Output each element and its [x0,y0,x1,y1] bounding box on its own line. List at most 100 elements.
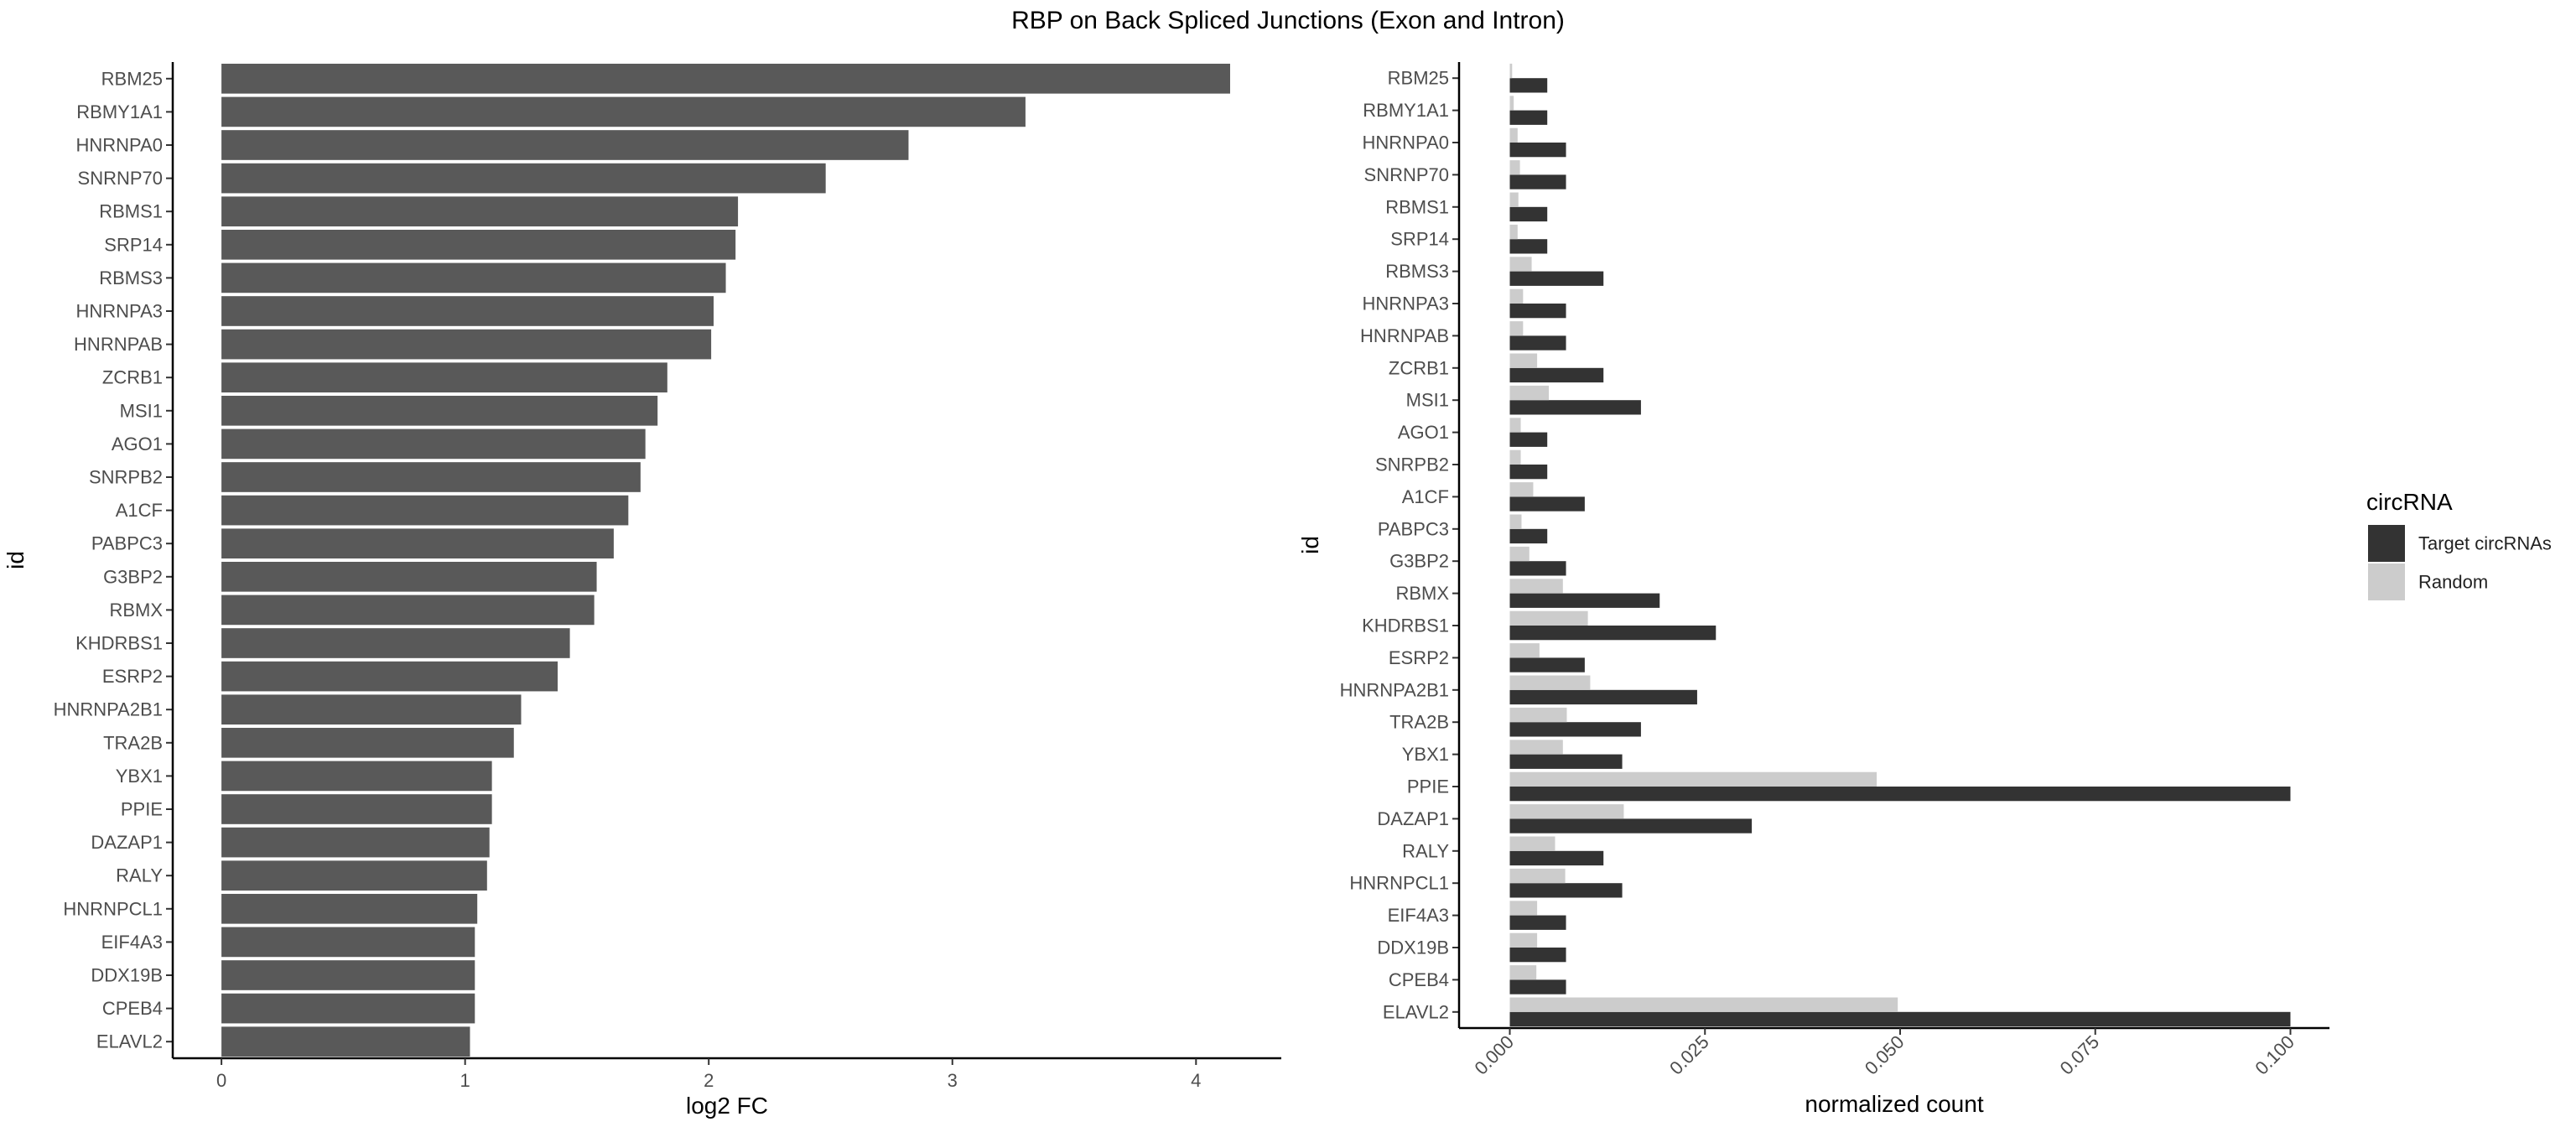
y-tick-label-ddx19b: DDX19B [91,965,163,986]
y-tick-label-a1cf: A1CF [1402,486,1449,507]
bar-khdrbs1 [221,628,570,658]
y-tick-label-ybx1: YBX1 [116,766,163,787]
y-tick-label-hnrnpcl1: HNRNPCL1 [63,898,163,919]
bar-rbmx [221,595,595,626]
bar-rbms1 [221,196,739,227]
figure-title: RBP on Back Spliced Junctions (Exon and … [1011,7,1565,34]
bar-snrpb2 [221,462,641,492]
y-tick-label-hnrnpa0: HNRNPA0 [1362,132,1449,153]
y-tick-label-ago1: AGO1 [1398,422,1449,443]
bar-random-ppie [1509,771,1877,787]
y-tick-label-hnrnpab: HNRNPAB [74,334,163,355]
bar-hnrnpab [221,329,712,360]
bar-random-ago1 [1509,418,1521,433]
bar-target-circrnas-rbmy1a1 [1509,110,1548,125]
bar-target-circrnas-khdrbs1 [1509,626,1716,641]
y-tick-label-rbm25: RBM25 [101,68,163,89]
y-tick-label-rbms1: RBMS1 [1385,196,1449,217]
bar-random-pabpc3 [1509,514,1522,529]
y-tick-label-hnrnpab: HNRNPAB [1360,325,1449,346]
bar-random-hnrnpa0 [1509,127,1518,143]
x-tick-label: 0.000 [1470,1031,1518,1079]
bar-target-circrnas-rbms1 [1509,206,1548,222]
bar-target-circrnas-hnrnpa3 [1509,304,1566,319]
x-tick-label: 4 [1191,1070,1201,1091]
bar-pabpc3 [221,528,614,559]
bar-target-circrnas-ddx19b [1509,948,1566,963]
bar-a1cf [221,495,629,526]
bar-target-circrnas-eif4a3 [1509,915,1566,930]
bar-random-raly [1509,836,1555,851]
bar-target-circrnas-a1cf [1509,496,1585,512]
bar-ybx1 [221,761,492,792]
bar-random-a1cf [1509,482,1534,497]
bar-hnrnpa0 [221,130,909,160]
x-tick-label: 0.050 [1861,1031,1909,1079]
y-tick-label-hnrnpa3: HNRNPA3 [1362,293,1449,314]
y-tick-label-ppie: PPIE [1407,776,1449,797]
x-axis-title: log2 FC [686,1093,768,1119]
y-tick-label-rbmy1a1: RBMY1A1 [76,101,163,122]
bar-target-circrnas-hnrnpa0 [1509,143,1566,158]
x-tick-label: 0.100 [2251,1031,2298,1079]
bar-hnrnpa3 [221,296,714,326]
x-tick-label: 0 [216,1070,226,1091]
bar-target-circrnas-esrp2 [1509,657,1585,673]
bar-random-dazap1 [1509,804,1624,819]
legend-swatch-random [2368,564,2405,600]
y-tick-label-msi1: MSI1 [1406,390,1449,411]
bar-random-msi1 [1509,385,1550,401]
bar-eif4a3 [221,927,475,958]
y-tick-label-elavl2: ELAVL2 [1383,1001,1449,1022]
y-tick-label-rbm25: RBM25 [1388,68,1449,89]
bar-tra2b [221,727,514,758]
bar-target-circrnas-snrnp70 [1509,174,1566,190]
bar-zcrb1 [221,362,667,393]
y-tick-label-cpeb4: CPEB4 [1389,969,1449,990]
bar-random-cpeb4 [1509,965,1537,980]
bar-msi1 [221,395,658,426]
y-tick-label-rbmx: RBMX [109,600,163,621]
bar-random-snrpb2 [1509,449,1521,465]
bar-target-circrnas-hnrnpa2b1 [1509,689,1697,705]
y-tick-label-eif4a3: EIF4A3 [1388,905,1449,926]
y-axis-title: id [1297,536,1323,554]
bar-cpeb4 [221,993,475,1024]
left-chart-panel: RBM25 RBMY1A1 HNRNPA0 SNRNP70 RBMS1 SRP14 RBMS… [3,62,1281,1119]
y-tick-label-rbms3: RBMS3 [1385,261,1449,282]
y-tick-label-khdrbs1: KHDRBS1 [75,633,163,654]
y-tick-label-snrpb2: SNRPB2 [1375,454,1449,475]
bar-target-circrnas-g3bp2 [1509,561,1566,576]
bar-random-esrp2 [1509,643,1540,658]
bar-random-rbms1 [1509,192,1519,207]
y-tick-label-hnrnpa2b1: HNRNPA2B1 [1340,679,1449,700]
y-tick-label-snrnp70: SNRNP70 [78,168,163,189]
y-tick-label-rbmy1a1: RBMY1A1 [1363,100,1449,121]
y-tick-label-hnrnpa0: HNRNPA0 [75,135,163,156]
bar-rbms3 [221,262,726,293]
bar-random-rbmy1a1 [1509,96,1514,111]
x-tick-label: 3 [948,1070,958,1091]
x-tick-label: 0.075 [2056,1031,2104,1079]
bar-random-hnrnpa2b1 [1509,675,1591,690]
legend-label-random: Random [2418,572,2488,593]
y-tick-label-hnrnpa2b1: HNRNPA2B1 [54,699,163,720]
bar-random-eif4a3 [1509,901,1538,916]
bar-random-rbm25 [1509,63,1513,79]
y-tick-label-dazap1: DAZAP1 [1377,808,1449,829]
bar-random-srp14 [1509,224,1518,240]
bar-rbm25 [221,63,1230,94]
y-tick-label-dazap1: DAZAP1 [91,832,163,853]
bar-srp14 [221,229,736,260]
bar-target-circrnas-hnrnpab [1509,335,1566,351]
x-tick-label: 0.025 [1665,1031,1713,1079]
bar-random-rbmx [1509,579,1563,594]
bar-random-g3bp2 [1509,546,1530,562]
bar-random-zcrb1 [1509,353,1538,368]
y-tick-label-zcrb1: ZCRB1 [1389,357,1449,378]
y-tick-label-g3bp2: G3BP2 [1389,551,1449,572]
legend-title: circRNA [2366,489,2453,515]
bar-random-elavl2 [1509,997,1898,1012]
bar-target-circrnas-raly [1509,850,1604,866]
y-tick-label-ybx1: YBX1 [1402,744,1449,765]
